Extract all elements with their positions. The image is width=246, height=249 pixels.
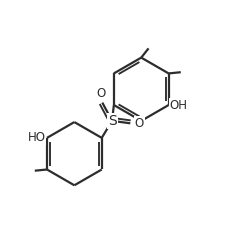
Text: HO: HO	[28, 131, 46, 144]
Text: S: S	[108, 114, 116, 128]
Text: OH: OH	[170, 99, 188, 112]
Text: O: O	[135, 117, 144, 130]
Text: O: O	[96, 87, 106, 100]
